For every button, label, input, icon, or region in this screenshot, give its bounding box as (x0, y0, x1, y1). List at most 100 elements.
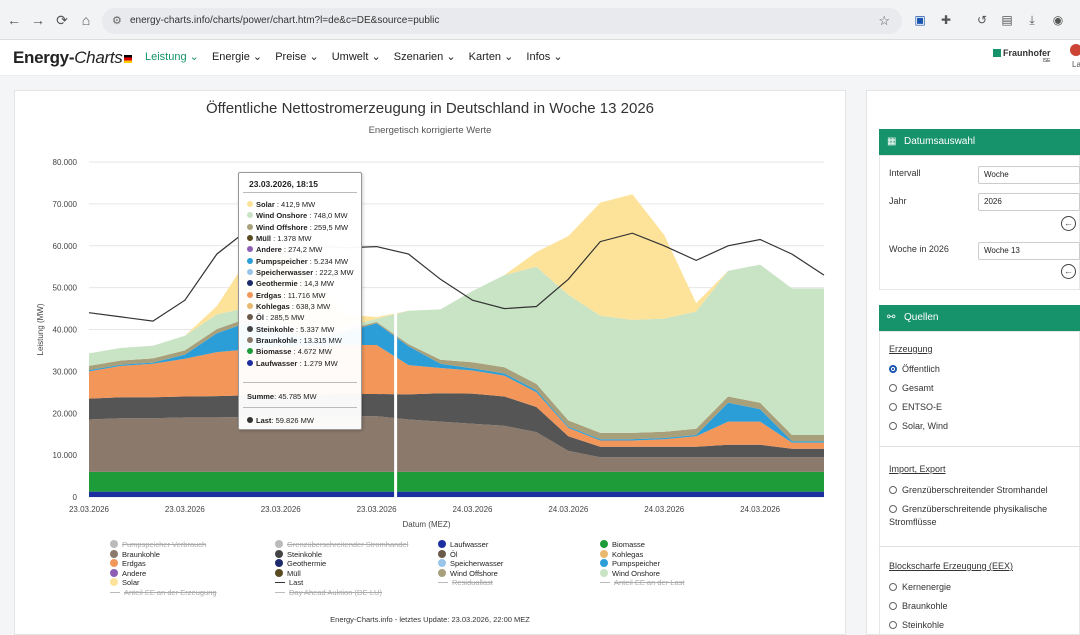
radio-solar-wind[interactable]: Solar, Wind (889, 421, 948, 431)
jahr-label: Jahr (889, 196, 907, 206)
energy-charts-logo[interactable]: Energy-Charts (13, 48, 133, 68)
legend-item-grenz-berschreitender-stromhandel[interactable]: Grenzüberschreitender Stromhandel (275, 540, 408, 549)
radio-stromfluesse[interactable]: Grenzüberschreitende physikalische Strom… (889, 504, 1048, 527)
legend-item-m-ll[interactable]: Müll (275, 568, 301, 578)
legend-item-speicherwasser[interactable]: Speicherwasser (438, 559, 503, 568)
legend-item-wind-onshore[interactable]: Wind Onshore (600, 568, 660, 578)
y-tick-label: 0 (73, 493, 78, 502)
language-flag-icon[interactable] (1070, 44, 1080, 56)
back-icon[interactable]: ← (7, 12, 21, 28)
tooltip-row-braunkohle: Braunkohle : 13.315 MW (247, 336, 361, 347)
tooltip-row-wind-onshore: Wind Onshore : 748,0 MW (247, 211, 361, 222)
extensions-icon[interactable]: ✚ (940, 13, 952, 27)
site-info-icon[interactable]: ⚙ (112, 15, 122, 27)
tooltip-row-andere: Andere : 274,2 MW (247, 245, 361, 256)
datumsauswahl-header[interactable]: ▦ Datumsauswahl (879, 129, 1080, 155)
radio-stromhandel[interactable]: Grenzüberschreitender Stromhandel (889, 485, 1048, 495)
nav-karten[interactable]: Karten ⌄ (468, 51, 514, 63)
legend-item-solar[interactable]: Solar (110, 578, 140, 587)
legend-item-anteil-ee-an-der-erzeugung[interactable]: Anteil EE an der Erzeugung (110, 588, 217, 597)
y-tick-label: 20.000 (53, 409, 78, 418)
woche-back-arrow-icon[interactable]: ← (1061, 264, 1076, 279)
reload-icon[interactable]: ⟳ (56, 12, 68, 28)
legend-item-kohlegas[interactable]: Kohlegas (600, 549, 643, 559)
x-axis-label: Datum (MEZ) (403, 520, 451, 529)
history-icon[interactable]: ↺ (976, 13, 988, 27)
area-braunkohle (89, 416, 824, 472)
nav-szenarien[interactable]: Szenarien ⌄ (393, 51, 456, 63)
legend-item-last[interactable]: Last (275, 578, 303, 587)
browser-toolbar: ← → ⟳ ⌂ ⚙ energy-charts.info/charts/powe… (0, 0, 1080, 40)
forward-icon[interactable]: → (31, 12, 45, 28)
legend-item-andere[interactable]: Andere (110, 568, 146, 578)
reading-list-icon[interactable]: ▤ (1001, 13, 1013, 27)
area-laufwasser (89, 491, 824, 497)
radio-oeffentlich[interactable]: Öffentlich (889, 364, 940, 374)
tooltip-row--l: Öl : 285,5 MW (247, 313, 361, 324)
legend-item-pumpspeicher-verbrauch[interactable]: Pumpspeicher Verbrauch (110, 540, 206, 549)
site-header: Energy-Charts Leistung ⌄ Energie ⌄ Preis… (0, 40, 1080, 76)
bookmark-star-icon[interactable]: ☆ (878, 13, 890, 28)
import-export-title: Import, Export (889, 464, 946, 474)
main-navigation: Leistung ⌄ Energie ⌄ Preise ⌄ Umwelt ⌄ S… (145, 50, 573, 63)
radio-braunkohle[interactable]: Braunkohle (889, 601, 948, 611)
legend-item-laufwasser[interactable]: Laufwasser (438, 540, 488, 549)
intervall-select[interactable]: Woche (978, 166, 1080, 184)
chart-plot[interactable]: 0 10.000 20.000 30.000 40.000 50.000 60.000 70.… (14, 145, 846, 535)
load-line (88, 228, 825, 322)
x-tick-label: 24.03.2026 (548, 505, 589, 514)
tooltip-row-m-ll: Müll : 1.378 MW (247, 234, 361, 245)
legend-item--l[interactable]: Öl (438, 549, 458, 559)
area-biomasse (89, 471, 824, 492)
language-label[interactable]: La (1072, 60, 1080, 69)
tooltip-row-geothermie: Geothermie : 14,3 MW (247, 279, 361, 290)
profile-icon[interactable]: ◉ (1052, 13, 1064, 27)
downloads-icon[interactable]: ⤓ (1029, 13, 1035, 27)
x-tick-label: 23.03.2026 (357, 505, 398, 514)
woche-select[interactable]: Woche 13 (978, 242, 1080, 260)
y-tick-label: 40.000 (53, 326, 78, 335)
radio-entso-e[interactable]: ENTSO-E (889, 402, 942, 412)
y-tick-label: 50.000 (53, 284, 78, 293)
chart-tooltip: 23.03.2026, 18:15 Solar : 412,9 MW Wind O… (238, 172, 362, 430)
y-tick-label: 10.000 (53, 451, 78, 460)
legend-item-pumpspeicher[interactable]: Pumpspeicher (600, 559, 660, 568)
legend-item-day-ahead-auktion-de-lu-[interactable]: Day Ahead Auktion (DE-LU) (275, 588, 382, 597)
legend-item-braunkohle[interactable]: Braunkohle (110, 549, 160, 559)
intervall-label: Intervall (889, 168, 921, 178)
fraunhofer-logo[interactable]: Fraunhofer ISE (993, 48, 1051, 64)
tooltip-row-wind-offshore: Wind Offshore : 259,5 MW (247, 223, 361, 234)
last-update-note: Energy-Charts.info - letztes Update: 23.… (330, 615, 530, 624)
nav-umwelt[interactable]: Umwelt ⌄ (331, 51, 381, 63)
quellen-header[interactable]: ⚯ Quellen (879, 305, 1080, 331)
y-tick-label: 30.000 (53, 367, 78, 376)
nav-leistung[interactable]: Leistung ⌄ (145, 51, 199, 63)
jahr-back-arrow-icon[interactable]: ← (1061, 216, 1076, 231)
radio-steinkohle[interactable]: Steinkohle (889, 620, 944, 630)
woche-label: Woche in 2026 (889, 244, 949, 254)
jahr-select[interactable]: 2026 (978, 193, 1080, 211)
quellen-panel (879, 331, 1080, 635)
tooltip-row-pumpspeicher: Pumpspeicher : 5.234 MW (247, 257, 361, 268)
translate-icon[interactable]: ▣ (914, 13, 926, 27)
legend-item-biomasse[interactable]: Biomasse (600, 540, 645, 549)
address-bar[interactable]: ⚙ energy-charts.info/charts/power/chart.… (102, 8, 902, 34)
radio-kernenergie[interactable]: Kernenergie (889, 582, 951, 592)
german-flag-icon (124, 55, 133, 63)
legend-item-erdgas[interactable]: Erdgas (110, 559, 146, 568)
legend-item-geothermie[interactable]: Geothermie (275, 559, 326, 568)
legend-item-anteil-ee-an-der-last[interactable]: Anteil EE an der Last (600, 578, 684, 587)
home-icon[interactable]: ⌂ (81, 12, 91, 28)
nav-preise[interactable]: Preise ⌄ (275, 51, 319, 63)
nav-energie[interactable]: Energie ⌄ (211, 51, 263, 63)
y-tick-label: 70.000 (53, 200, 78, 209)
legend-item-residuallast[interactable]: Residuallast (438, 578, 493, 587)
chart-subtitle: Energetisch korrigierte Werte (368, 125, 492, 136)
x-tick-label: 23.03.2026 (165, 505, 206, 514)
y-axis-label: Leistung (MW) (36, 303, 45, 355)
legend-item-wind-offshore[interactable]: Wind Offshore (438, 568, 498, 578)
tooltip-row-steinkohle: Steinkohle : 5.337 MW (247, 325, 361, 336)
legend-item-steinkohle[interactable]: Steinkohle (275, 549, 322, 559)
radio-gesamt[interactable]: Gesamt (889, 383, 934, 393)
nav-infos[interactable]: Infos ⌄ (526, 51, 563, 63)
